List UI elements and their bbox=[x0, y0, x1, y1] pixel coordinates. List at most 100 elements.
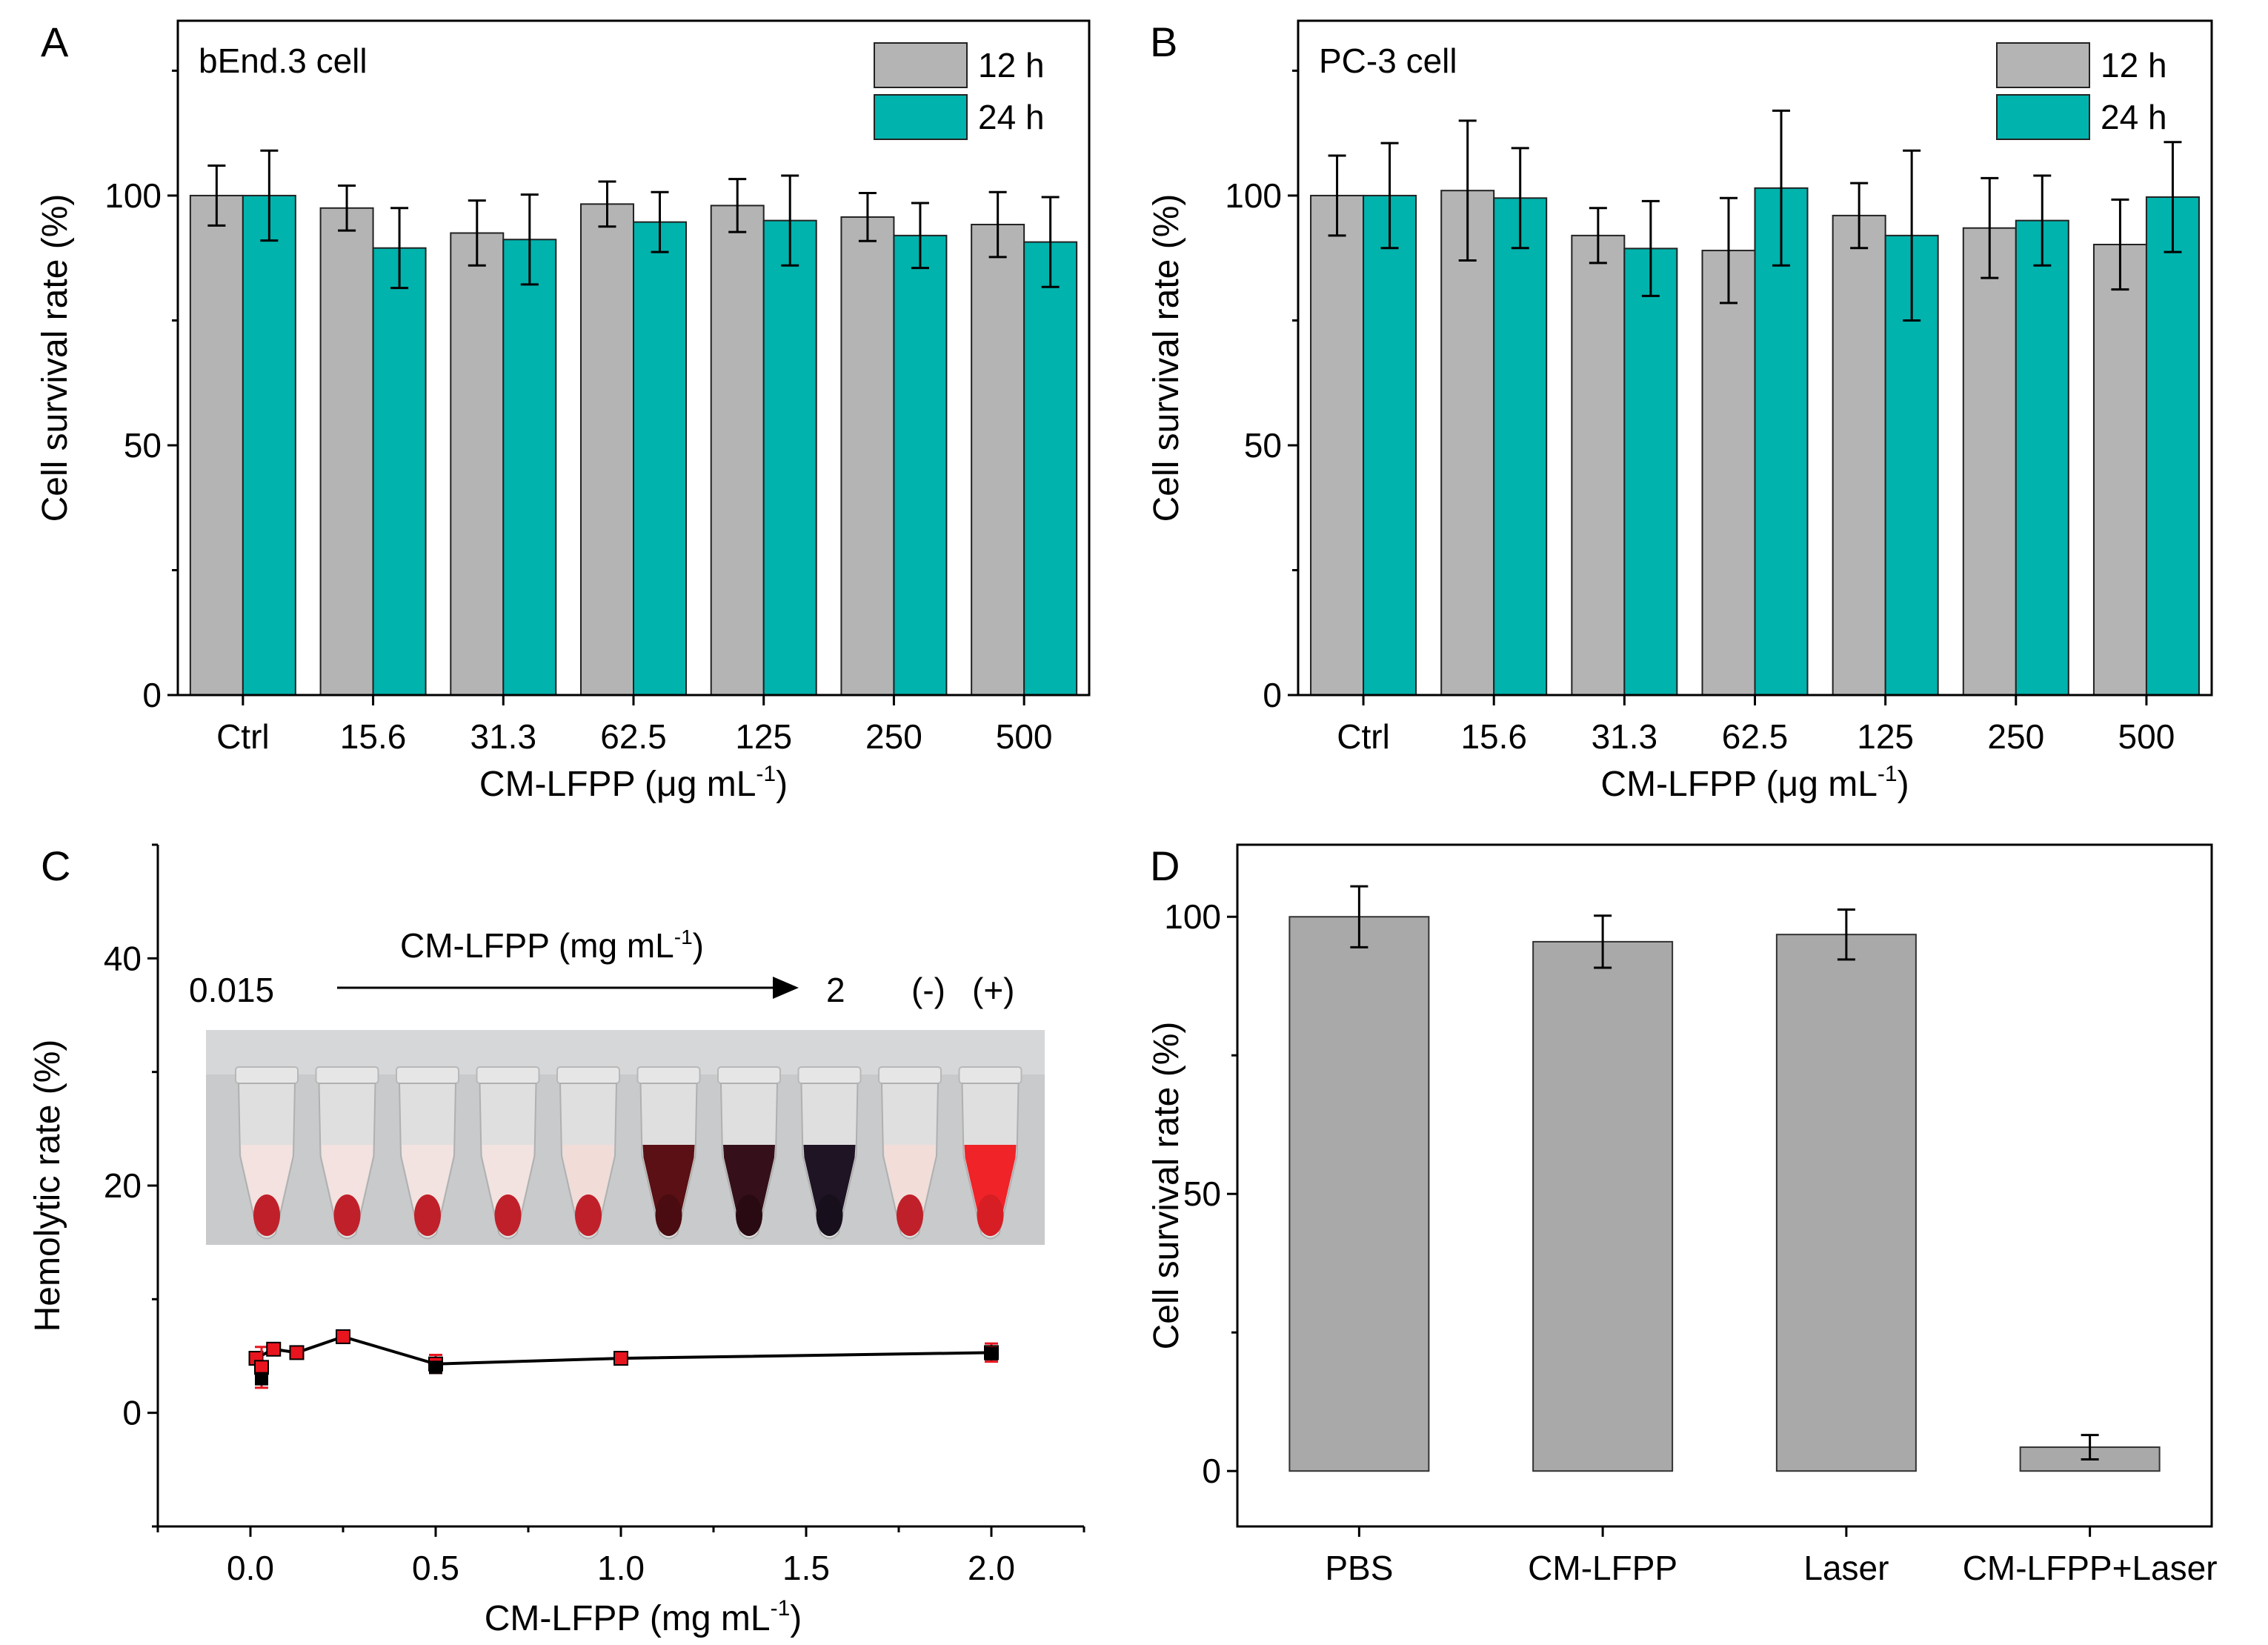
tube-pellet-5 bbox=[655, 1194, 682, 1236]
bar-B-12h-2 bbox=[1571, 234, 1626, 696]
legend-label-B-0: 12 h bbox=[2101, 46, 2167, 84]
bar-A-12h-5 bbox=[840, 216, 895, 696]
tube-liquid-6 bbox=[723, 1145, 775, 1236]
bar-B-12h-5 bbox=[1962, 227, 2017, 697]
tube-cap-5 bbox=[636, 1066, 701, 1084]
tube-cap-0 bbox=[235, 1066, 299, 1084]
xtick-label-C-0: 0.0 bbox=[227, 1549, 274, 1587]
ylabel-B: Cell survival rate (%) bbox=[1147, 194, 1186, 522]
tube-liquid-4 bbox=[562, 1145, 614, 1236]
xlabel-C: CM-LFPP (mg mL-1) bbox=[485, 1596, 802, 1638]
tube-liquid-7 bbox=[803, 1145, 856, 1236]
tube-cap-7 bbox=[797, 1066, 862, 1084]
xlabel-A: CM-LFPP (μg mL-1) bbox=[479, 762, 788, 804]
xtick-label-C-2: 1.0 bbox=[597, 1549, 645, 1587]
ytick-label-C-2: 40 bbox=[104, 939, 142, 977]
tube-pellet-2 bbox=[414, 1194, 441, 1236]
tube-cap-3 bbox=[476, 1066, 540, 1084]
bar-A-12h-1 bbox=[319, 207, 374, 696]
tube-pellet-4 bbox=[575, 1194, 602, 1236]
ytick-label-A-1: 50 bbox=[124, 426, 162, 465]
plot-frame-D bbox=[1236, 843, 2213, 1528]
red-marker-4 bbox=[336, 1329, 350, 1344]
legend-swatch-A-0 bbox=[874, 42, 968, 88]
tube-1 bbox=[315, 1066, 379, 1240]
bar-A-12h-0 bbox=[189, 194, 244, 697]
bar-D-0 bbox=[1288, 916, 1430, 1472]
tube-liquid-8 bbox=[884, 1145, 936, 1236]
ytick-label-B-0: 0 bbox=[1263, 676, 1282, 714]
inset-negative-label: (-) bbox=[911, 971, 945, 1009]
inset-start-label: 0.015 bbox=[189, 971, 274, 1009]
bar-B-24h-0 bbox=[1363, 194, 1417, 697]
panel-C: 0 20 40 0.0 0.5 1.0 1.5 2.0 C Hemolytic rate (%) C… bbox=[28, 843, 1085, 1638]
bar-B-12h-6 bbox=[2092, 243, 2147, 697]
xtick-label-B-6: 500 bbox=[2118, 717, 2175, 756]
tube-pellet-3 bbox=[494, 1194, 522, 1236]
xlabel-C-sup: -1 bbox=[771, 1596, 791, 1621]
bar-B-24h-6 bbox=[2145, 196, 2200, 697]
inset-end-label: 2 bbox=[826, 971, 845, 1009]
xtick-label-D-1: CM-LFPP bbox=[1528, 1549, 1677, 1587]
inset-photo bbox=[206, 1030, 1045, 1245]
tube-cap-8 bbox=[878, 1066, 942, 1084]
bar-A-12h-6 bbox=[971, 224, 1025, 696]
legend-label-A-0: 12 h bbox=[978, 46, 1045, 84]
tube-liquid-1 bbox=[321, 1145, 373, 1236]
red-marker-6 bbox=[613, 1351, 628, 1366]
xlabel-A-sup: -1 bbox=[756, 762, 776, 786]
tube-cap-6 bbox=[717, 1066, 781, 1084]
tube-pellet-7 bbox=[816, 1194, 843, 1236]
bar-A-12h-3 bbox=[580, 203, 634, 696]
bar-A-24h-0 bbox=[242, 194, 296, 697]
xlabel-A-main: CM-LFPP (μg mL bbox=[479, 765, 756, 804]
tube-liquid-5 bbox=[642, 1145, 695, 1236]
xlabel-C-tail: ) bbox=[790, 1599, 802, 1638]
bar-B-24h-2 bbox=[1623, 247, 1678, 696]
bar-A-24h-2 bbox=[502, 239, 557, 696]
bar-B-12h-0 bbox=[1310, 194, 1365, 697]
tube-pellet-8 bbox=[897, 1194, 923, 1236]
black-marker-0 bbox=[255, 1372, 268, 1386]
xtick-label-A-6: 500 bbox=[996, 717, 1053, 756]
tube-2 bbox=[396, 1066, 459, 1240]
legend-swatch-B-1 bbox=[1996, 94, 2090, 140]
panel-B: Ctrl 15.6 31.3 62.5 125 250 500 0 50 100 B PC-3 cel… bbox=[1147, 19, 2213, 804]
ytick-label-D-1: 50 bbox=[1183, 1174, 1221, 1213]
panel-label-B: B bbox=[1150, 19, 1177, 65]
bar-B-12h-3 bbox=[1701, 250, 1756, 696]
bar-B-24h-1 bbox=[1493, 197, 1548, 696]
tube-pellet-9 bbox=[977, 1194, 1004, 1236]
black-marker-1 bbox=[429, 1360, 442, 1375]
ylabel-A: Cell survival rate (%) bbox=[36, 194, 75, 522]
xtick-label-B-5: 250 bbox=[1987, 717, 2044, 756]
tube-cap-2 bbox=[396, 1066, 459, 1084]
xtick-label-A-2: 31.3 bbox=[470, 717, 537, 756]
tube-pellet-1 bbox=[333, 1194, 361, 1236]
xtick-label-B-0: Ctrl bbox=[1337, 717, 1390, 756]
inset-concentration-main: CM-LFPP (mg mL bbox=[400, 926, 674, 965]
xtick-label-A-3: 62.5 bbox=[600, 717, 667, 756]
xtick-label-B-1: 15.6 bbox=[1460, 717, 1527, 756]
plot-frame-B bbox=[1297, 19, 2213, 697]
xlabel-B-sup: -1 bbox=[1878, 762, 1898, 786]
bar-B-24h-5 bbox=[2015, 219, 2069, 696]
xtick-label-C-1: 0.5 bbox=[412, 1549, 459, 1587]
inset-concentration-tail: ) bbox=[693, 926, 704, 965]
bar-A-12h-4 bbox=[710, 205, 765, 696]
panel-label-C: C bbox=[41, 843, 70, 889]
tube-cap-4 bbox=[556, 1066, 620, 1084]
xtick-label-A-0: Ctrl bbox=[216, 717, 270, 756]
xtick-label-B-3: 62.5 bbox=[1722, 717, 1789, 756]
tube-pellet-6 bbox=[736, 1194, 762, 1236]
xlabel-C-main: CM-LFPP (mg mL bbox=[485, 1599, 771, 1638]
inset-concentration-sup: -1 bbox=[674, 925, 693, 948]
chart-title-A: bEnd.3 cell bbox=[199, 41, 368, 80]
xtick-label-A-1: 15.6 bbox=[340, 717, 407, 756]
tube-3 bbox=[476, 1066, 540, 1240]
ylabel-C: Hemolytic rate (%) bbox=[28, 1040, 67, 1332]
ytick-label-B-2: 100 bbox=[1225, 176, 1282, 215]
xtick-label-C-3: 1.5 bbox=[782, 1549, 830, 1587]
inset-concentration-label: CM-LFPP (mg mL-1) bbox=[400, 925, 704, 965]
tube-liquid-9 bbox=[964, 1145, 1017, 1236]
